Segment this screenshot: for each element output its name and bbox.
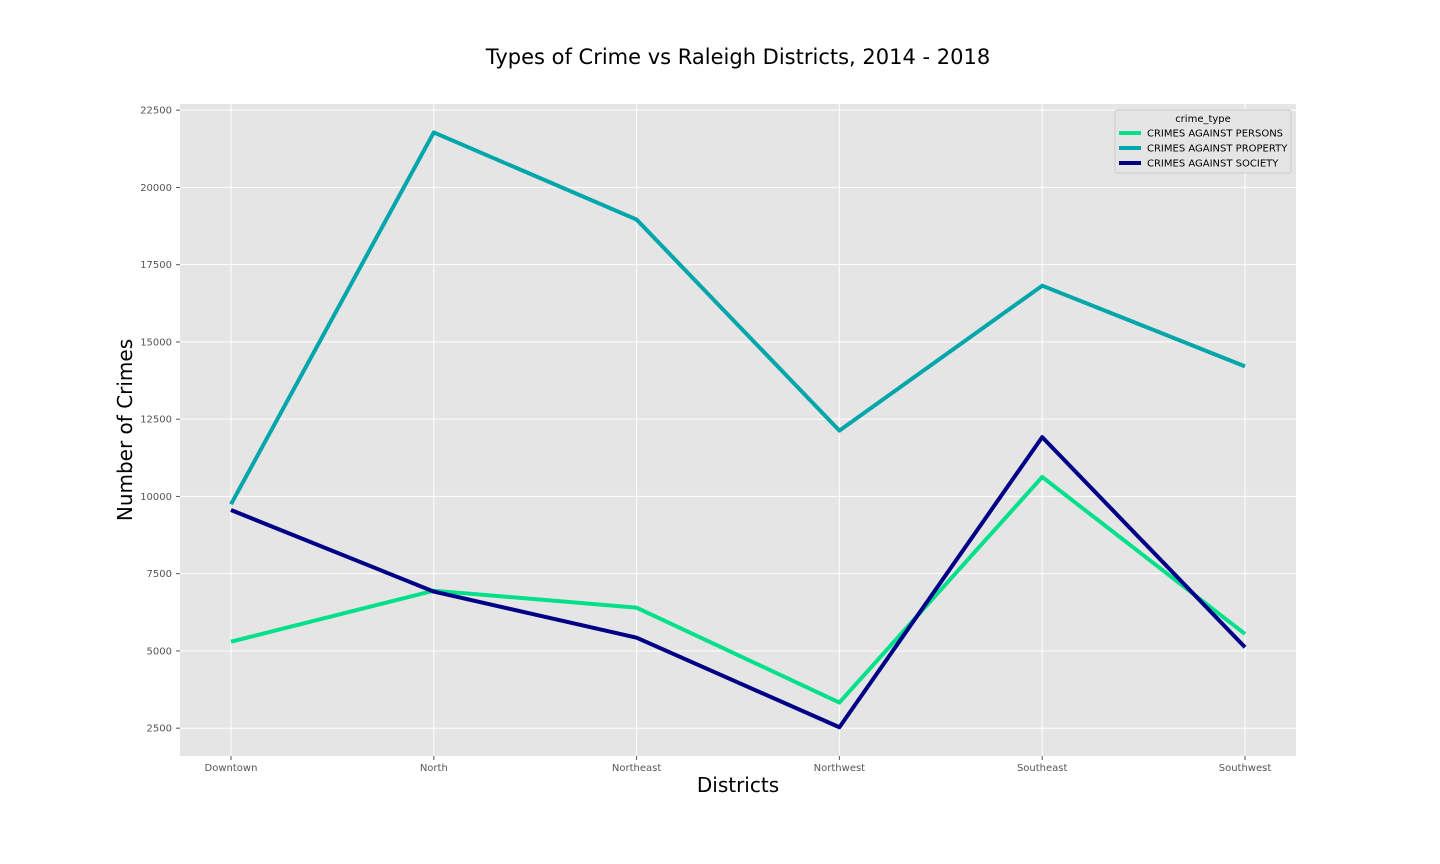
y-axis-ticks: 2500 5000 7500 10000 12500 15000 17500 20000 225… — [140, 106, 180, 735]
x-axis-ticks: Downtown North Northeast Northwest Southeast… — [205, 756, 1272, 774]
series-lines — [229, 130, 1247, 730]
legend-label-crimes-against-persons: CRIMES AGAINST PERSONS — [1147, 129, 1283, 140]
series-line-crimes-against-society — [230, 435, 1247, 730]
x-tick-label: Northeast — [612, 763, 661, 774]
series-line-crimes-against-persons — [230, 474, 1247, 705]
y-tick-label: 7500 — [147, 569, 172, 580]
series-line-crimes-against-property — [229, 130, 1246, 506]
legend-label-crimes-against-property: CRIMES AGAINST PROPERTY — [1147, 144, 1288, 155]
y-axis-label: Number of Crimes — [113, 339, 137, 521]
legend-label-crimes-against-society: CRIMES AGAINST SOCIETY — [1147, 159, 1279, 170]
legend-entries: CRIMES AGAINST PERSONS CRIMES AGAINST PRO… — [1119, 129, 1288, 170]
y-tick-label: 5000 — [147, 646, 172, 657]
x-tick-label: Downtown — [205, 763, 258, 774]
y-tick-label: 17500 — [140, 260, 172, 271]
x-tick-label: Northwest — [814, 763, 866, 774]
legend-title: crime_type — [1175, 114, 1231, 125]
x-tick-label: North — [420, 763, 448, 774]
y-tick-label: 22500 — [140, 106, 172, 117]
x-tick-label: Southeast — [1017, 763, 1068, 774]
y-tick-label: 15000 — [140, 337, 172, 348]
legend-box — [1114, 109, 1292, 174]
x-axis-label: Districts — [697, 773, 779, 797]
y-tick-label: 12500 — [140, 415, 172, 426]
plot-background — [180, 104, 1296, 756]
legend: crime_type CRIMES AGAINST PERSONSCRIMES … — [1114, 109, 1292, 174]
chart-title: Types of Crime vs Raleigh Districts, 201… — [485, 45, 990, 69]
x-tick-label: Southwest — [1219, 763, 1272, 774]
y-tick-label: 2500 — [147, 724, 172, 735]
y-tick-label: 10000 — [140, 492, 172, 503]
y-tick-label: 20000 — [140, 183, 172, 194]
